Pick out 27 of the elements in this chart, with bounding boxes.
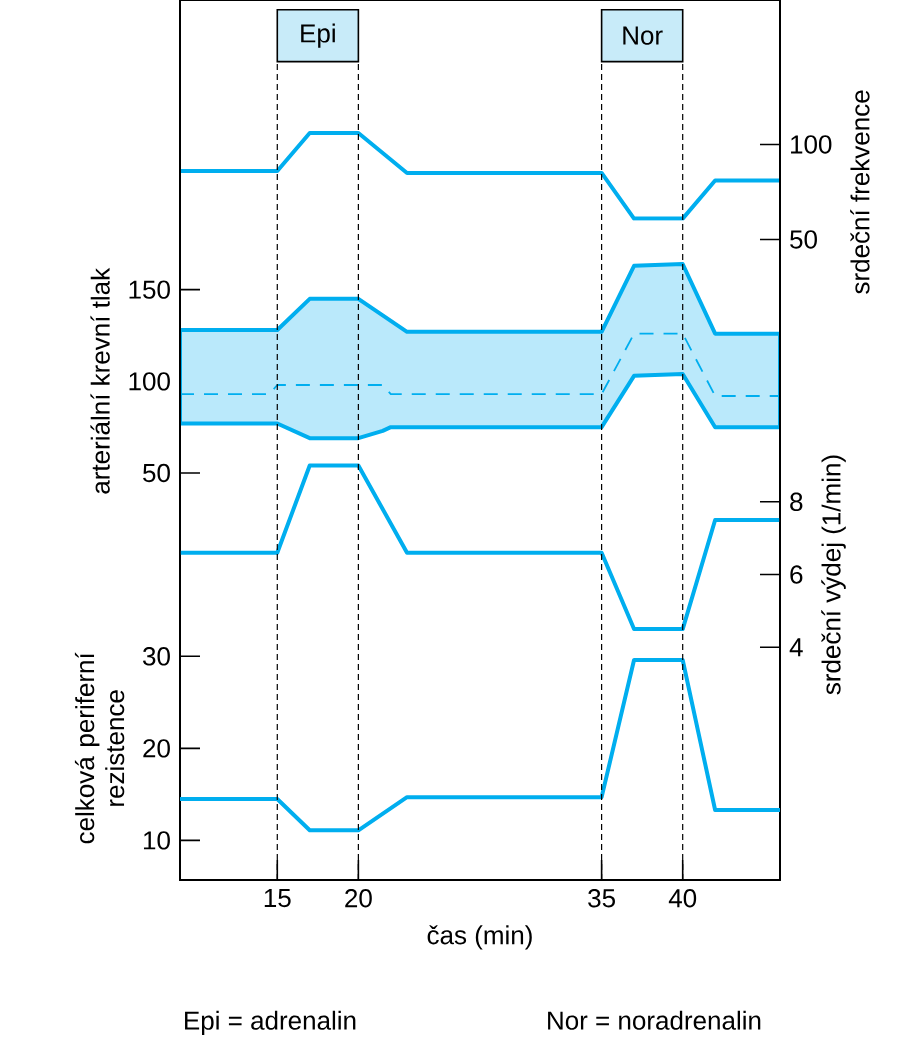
text: Epi = adrenalin <box>185 1010 356 1035</box>
y2-tick-label: 50 <box>790 230 817 249</box>
y2-axis-title: srdeční frekvence <box>850 90 870 294</box>
y-axis-title: arteriální krevní tlak <box>90 267 110 494</box>
line-series <box>180 131 780 221</box>
y-tick-label: 20 <box>143 739 170 758</box>
x-tick-label: 15 <box>264 889 291 908</box>
y-tick-label: 30 <box>143 647 170 666</box>
y2-tick-label: 4 <box>789 638 803 657</box>
y-tick-label: 50 <box>143 463 170 483</box>
y-tick-label: 150 <box>129 280 170 299</box>
y2-axis-title: srdeční výdej (1/min) <box>821 455 846 695</box>
band-label: Epi <box>301 23 335 48</box>
x-tick-label: 40 <box>668 889 697 908</box>
y-tick-label: 10 <box>143 831 170 850</box>
x-tick-label: 20 <box>345 889 372 908</box>
y-tick-label: 100 <box>129 372 170 391</box>
y2-tick-label: 8 <box>790 492 803 512</box>
y2-tick-label: 6 <box>790 565 803 584</box>
x-tick-label: 35 <box>588 889 615 908</box>
line-series <box>180 658 780 833</box>
line-series <box>180 463 780 632</box>
band-label: Nor <box>623 26 663 45</box>
x-axis-title: čas (min) <box>427 925 532 950</box>
text: Nor = noradrenalin <box>548 1010 761 1030</box>
y-axis-title: celková periferní rezistence <box>74 652 125 844</box>
y2-tick-label: 100 <box>791 135 832 154</box>
